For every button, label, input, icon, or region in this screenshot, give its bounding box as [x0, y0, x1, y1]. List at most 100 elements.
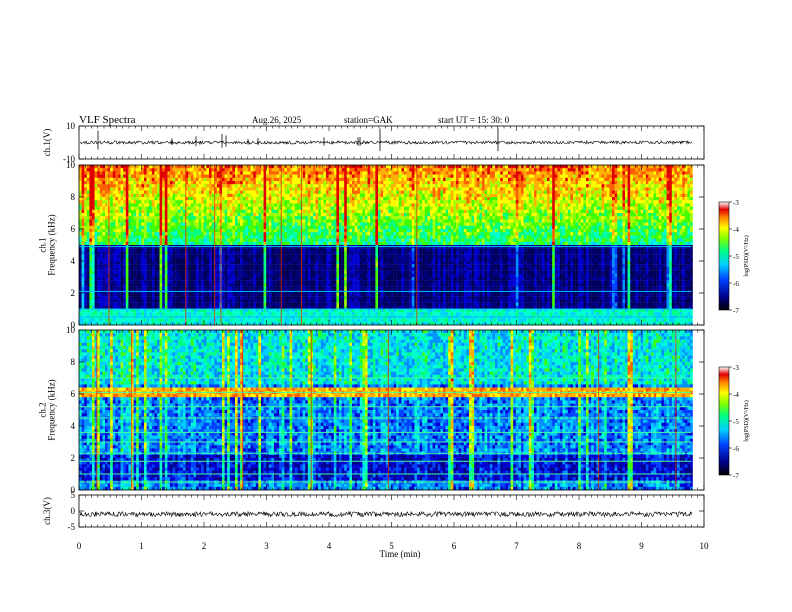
ch1-spectrogram-cell	[92, 184, 95, 188]
ch1-spectrogram-cell	[297, 209, 301, 214]
ch1-spectrogram-cell	[185, 286, 189, 290]
ch1-spectrogram-cell	[307, 241, 311, 246]
ch1-spectrogram-cell	[224, 302, 228, 306]
ch1-spectrogram-cell	[263, 187, 267, 191]
ch1-spectrogram-cell	[92, 283, 95, 287]
ch1-spectrogram-cell	[159, 270, 163, 274]
ch1-spectrogram-cell	[89, 219, 93, 223]
ch1-spectrogram-cell	[255, 206, 259, 210]
ch1-spectrogram-cell	[320, 299, 324, 303]
ch1-spectrogram-cell	[180, 270, 184, 274]
ch1-spectrogram-cell	[211, 286, 215, 290]
ch1-spectrogram-cell	[190, 280, 194, 284]
ch1-spectrogram-cell	[229, 261, 233, 265]
ch1-spectrogram-cell	[105, 302, 108, 306]
ch1-spectrogram-cell	[146, 193, 150, 198]
ch1-spectrogram-cell	[170, 283, 173, 287]
ch1-spectrogram-cell	[315, 248, 319, 252]
ch1-spectrogram-cell	[227, 203, 230, 207]
ch1-spectrogram-cell	[99, 321, 103, 326]
ch1-spectrogram-cell	[136, 248, 139, 252]
ch1-spectrogram-cell	[151, 187, 155, 191]
ch1-spectrogram-cell	[250, 261, 254, 265]
ch1-spectrogram-cell	[276, 229, 280, 233]
ch1-spectrogram-cell	[274, 238, 277, 242]
ch1-spectrogram-cell	[232, 305, 236, 310]
ch1-spectrogram-cell	[242, 187, 246, 191]
ch1-spectrogram-cell	[305, 168, 308, 172]
ch1-spectrogram-cell	[287, 270, 290, 274]
ch1-spectrogram-cell	[125, 213, 129, 217]
ch1-spectrogram-cell	[297, 193, 301, 198]
ch1-spectrogram-cell	[235, 277, 238, 281]
ch1-spectrogram-cell	[175, 257, 178, 262]
ch1-spectrogram-cell	[240, 203, 243, 207]
ch1-spectrogram-cell	[224, 216, 228, 220]
ch1-spectrogram-cell	[284, 171, 288, 175]
ch1-spectrogram-cell	[170, 219, 173, 223]
ch1-spectrogram-cell	[79, 238, 82, 242]
ch1-spectrogram-cell	[240, 209, 243, 214]
ch1-spectrogram-cell	[175, 209, 178, 214]
ch1-spectrogram-cell	[279, 277, 282, 281]
ch1-spectrogram-cell	[154, 184, 158, 188]
ch1-spectrogram-cell	[120, 280, 124, 284]
ch1-spectrogram-cell	[86, 283, 90, 287]
ch1-spectrogram-cell	[102, 254, 106, 258]
ch1-spectrogram-cell	[250, 187, 254, 191]
ch1-spectrogram-cell	[125, 293, 129, 297]
ch1-spectrogram-cell	[102, 261, 106, 265]
ch1-spectrogram-cell	[320, 187, 324, 191]
ch1-spectrogram-cell	[310, 293, 314, 297]
ch1-spectrogram-cell	[253, 312, 256, 316]
ch1-spectrogram-cell	[281, 171, 285, 175]
ch1-spectrogram-cell	[92, 254, 95, 258]
ch1-spectrogram-cell	[110, 318, 113, 322]
ch1-spectrogram-cell	[266, 270, 269, 274]
ch1-spectrogram-cell	[211, 299, 215, 303]
ch1-spectrogram-cell	[196, 213, 199, 217]
ch1-spectrogram-cell	[159, 318, 163, 322]
ch1-spectrogram-cell	[336, 229, 340, 233]
ch1-spectrogram-cell	[315, 200, 319, 204]
ch1-spectrogram-cell	[120, 254, 124, 258]
ch1-spectrogram-cell	[242, 280, 246, 284]
ch1-spectrogram-cell	[136, 302, 139, 306]
ch1-spectrogram-cell	[268, 168, 272, 172]
ch1-spectrogram-cell	[84, 222, 87, 226]
ch1-spectrogram-cell	[97, 168, 100, 172]
ch1-spectrogram-cell	[268, 222, 272, 226]
ch1-spectrogram-cell	[149, 190, 152, 194]
ch1-spectrogram-cell	[240, 232, 243, 236]
ch1-spectrogram-cell	[84, 305, 87, 310]
ch1-spectrogram-cell	[328, 200, 332, 204]
ch1-spectrogram-cell	[248, 171, 251, 175]
ch1-spectrogram-cell	[112, 299, 116, 303]
ch1-spectrogram-cell	[118, 200, 121, 204]
ch1-spectrogram-cell	[115, 171, 119, 175]
ch1-spectrogram-cell	[133, 302, 137, 306]
ch1-spectrogram-cell	[146, 171, 150, 175]
ch1-spectrogram-cell	[271, 296, 275, 300]
ch1-spectrogram-cell	[164, 312, 168, 316]
ch1-spectrogram-cell	[292, 251, 295, 255]
ch1-spectrogram-cell	[320, 232, 324, 236]
ch1-spectrogram-cell	[287, 171, 290, 175]
ch1-spectrogram-cell	[154, 286, 158, 290]
ch1-spectrogram-cell	[97, 251, 100, 255]
ch1-spectrogram-cell	[128, 200, 132, 204]
ch1-spectrogram-cell	[201, 277, 204, 281]
ch1-spectrogram-cell	[138, 225, 142, 230]
ch1-spectrogram-cell	[279, 213, 282, 217]
ch1-spectrogram-cell	[162, 235, 165, 239]
ch1-spectrogram-cell	[281, 241, 285, 246]
ch1-spectrogram-cell	[105, 309, 108, 313]
ch1-spectrogram-cell	[287, 251, 290, 255]
ch1-spectrogram-cell	[180, 193, 184, 198]
ch1-spectrogram-cell	[157, 286, 160, 290]
ch1-spectrogram-cell	[211, 168, 215, 172]
ch1-spectrogram-cell	[89, 222, 93, 226]
ch1-spectrogram-cell	[258, 193, 262, 198]
ch1-spectrogram-cell	[271, 200, 275, 204]
ch1-spectrogram-cell	[326, 197, 329, 201]
